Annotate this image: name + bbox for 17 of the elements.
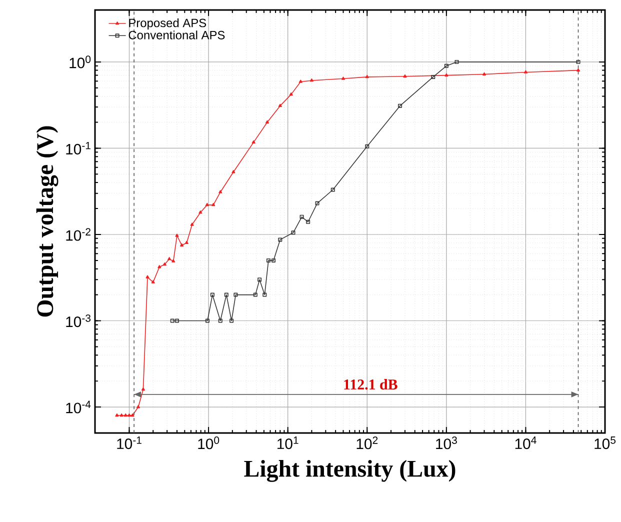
y-tick-label: 10$^{-4}$ bbox=[66, 400, 91, 414]
y-tick-label: 10$^{-2}$ bbox=[66, 228, 90, 241]
x-axis-title: Light intensity (Lux) bbox=[244, 460, 456, 482]
x-tick-label: 10$^{2}$ bbox=[356, 436, 378, 450]
y-tick-label: 10$^{-3}$ bbox=[66, 314, 91, 328]
y-tick-label: 10$^{0}$ bbox=[70, 56, 91, 68]
annotation: 112.1 dB bbox=[344, 379, 398, 390]
x-tick-label: 10$^{0}$ bbox=[198, 436, 220, 450]
x-tick-label: 10$^{1}$ bbox=[278, 436, 298, 450]
legend-label: Proposed APS bbox=[129, 18, 206, 30]
y-tick-label: 10$^{-1}$ bbox=[66, 142, 90, 154]
x-tick-label: 10$^{-1}$ bbox=[117, 436, 142, 450]
y-axis-title: Output voltage (V) bbox=[36, 126, 58, 317]
legend-label: Conventional APS bbox=[128, 30, 225, 40]
x-tick-label: 10$^{5}$ bbox=[594, 436, 616, 450]
x-tick-label: 10$^{3}$ bbox=[436, 436, 457, 450]
x-tick-label: 10$^{4}$ bbox=[515, 436, 536, 450]
